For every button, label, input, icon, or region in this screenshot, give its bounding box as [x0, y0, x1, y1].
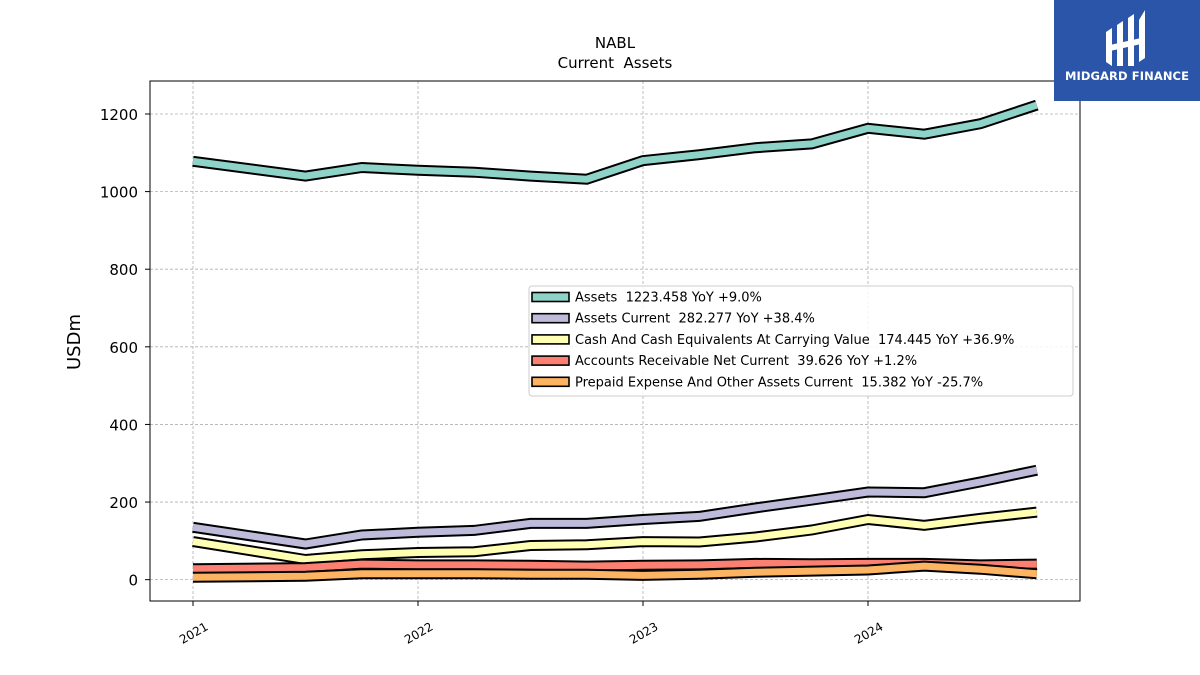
x-tick-label: 2024 [852, 619, 885, 646]
y-tick-label: 0 [128, 572, 138, 590]
series-fill [192, 562, 1038, 581]
chart-subtitle: Current Assets [558, 54, 673, 72]
series-line-3 [192, 506, 1038, 566]
series-line-2 [192, 464, 1038, 550]
y-tick-label: 200 [109, 494, 138, 512]
legend-swatch [531, 291, 570, 303]
series-fill [192, 466, 1038, 548]
x-tick-label: 2022 [402, 619, 435, 646]
logo-text: MIDGARD FINANCE [1064, 69, 1190, 83]
legend-swatch [531, 355, 570, 366]
y-tick-label: 1200 [100, 106, 138, 124]
legend-box [528, 285, 1074, 397]
legend-swatch [531, 334, 570, 345]
legend-swatch [531, 312, 570, 324]
plot-frame [149, 80, 1081, 602]
legend-entry: Assets Current 282.277 YoY +38.4% [575, 312, 815, 327]
y-tick-label: 1000 [100, 184, 138, 202]
series-outline [192, 464, 1038, 550]
legend-swatch [531, 376, 570, 388]
series-lines [192, 99, 1039, 583]
x-tick-label: 2021 [177, 619, 210, 646]
y-tick-label: 600 [109, 339, 138, 357]
axis-ticks: 0 200 400 600 800 1000 1200 2021 2022 2023 2024 [100, 106, 886, 647]
series-line-5 [192, 560, 1038, 583]
series-fill [192, 508, 1038, 564]
chart-title: NABL [595, 34, 636, 52]
legend-entry: Prepaid Expense And Other Assets Current… [575, 375, 983, 390]
series-fill [192, 101, 1038, 183]
grid [150, 81, 1080, 601]
series-line-1 [192, 99, 1039, 185]
y-tick-label: 400 [109, 416, 138, 434]
logo-mark-icon [1106, 10, 1145, 66]
brand-logo: MIDGARD FINANCE [1054, 0, 1200, 101]
x-tick-label: 2023 [627, 619, 660, 646]
y-axis-label: USDm [64, 314, 85, 370]
legend-entry: Assets 1223.458 YoY +9.0% [575, 291, 762, 306]
legend-entry: Accounts Receivable Net Current 39.626 Y… [575, 354, 917, 369]
legend-entry: Cash And Cash Equivalents At Carrying Va… [575, 333, 1014, 348]
legend: Assets 1223.458 YoY +9.0% Assets Current … [528, 285, 1074, 397]
y-tick-label: 800 [109, 261, 138, 279]
